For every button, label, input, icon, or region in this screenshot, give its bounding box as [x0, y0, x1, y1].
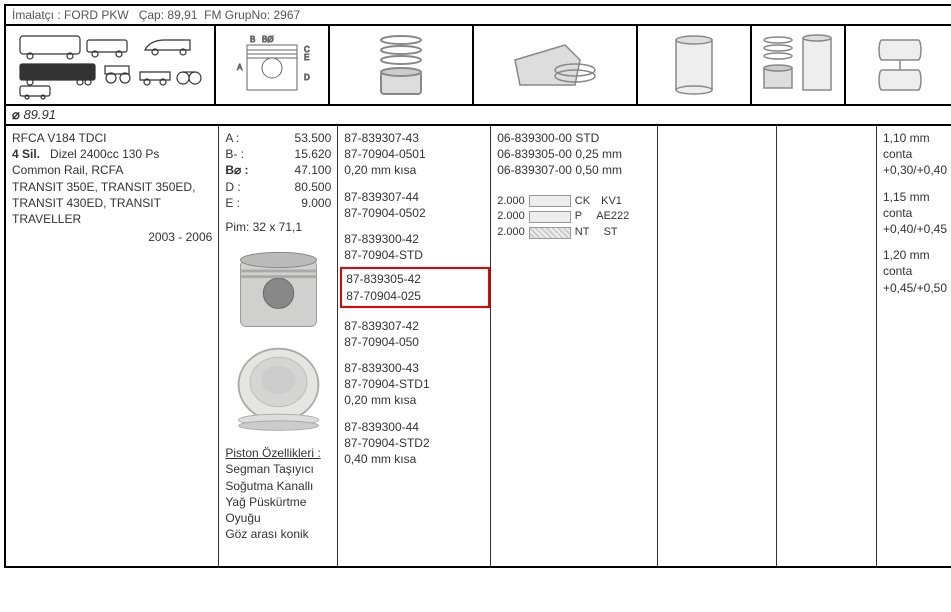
ring-spec-2: 2.000 P AE222 [497, 209, 651, 224]
pn-g5a: 87-839307-42 [344, 318, 484, 334]
pn-g1b: 87-70904-0501 [344, 146, 484, 162]
piston-dims-icon: A BØ B C E D [216, 26, 330, 104]
gasket-l3: 1,20 mm conta [883, 247, 947, 279]
engine-models: TRANSIT 350E, TRANSIT 350ED, TRANSIT 430… [12, 179, 212, 228]
engine-years: 2003 - 2006 [12, 229, 212, 245]
pn-g3b: 87-70904-STD [344, 247, 484, 263]
vehicles-icon [6, 26, 216, 104]
dim-D: D :80.500 [225, 179, 331, 195]
pn-g1c: 0,20 mm kısa [344, 162, 484, 178]
col-gasket: 1,10 mm conta +0,30/+0,40 1,15 mm conta … [877, 126, 951, 566]
col-dimensions: A :53.500 B- :15.620 B⌀ :47.100 D :80.50… [219, 126, 338, 566]
pn-g2b: 87-70904-0502 [344, 205, 484, 221]
ring-set-icon [474, 26, 638, 104]
pn-g6a: 87-839300-43 [344, 360, 484, 376]
ring-spec-1: 2.000 CK KV1 [497, 194, 651, 209]
col-kit [777, 126, 877, 566]
engine-line2: 4 Sil. Dizel 2400cc 130 Ps [12, 146, 212, 162]
grp-value: 2967 [273, 8, 300, 22]
mfr-value: FORD PKW [64, 8, 129, 22]
gasket-l2: 1,15 mm conta [883, 189, 947, 221]
features-title: Piston Özellikleri : [225, 445, 331, 461]
engine-code: RFCA V184 TDCI [12, 130, 212, 146]
svg-text:E: E [304, 53, 309, 62]
dia-label: Çap: [139, 8, 164, 22]
ring-spec-3: 2.000 NT ST [497, 225, 651, 240]
catalog-page: İmalatçı : FORD PKW Çap: 89,91 FM GrupNo… [4, 4, 951, 568]
dia-value: 89,91 [167, 8, 197, 22]
svg-text:BØ: BØ [262, 35, 274, 44]
piston-rings-icon [330, 26, 474, 104]
ring-r2: 06-839305-00 0,25 mm [497, 146, 651, 162]
pn-g5b: 87-70904-050 [344, 334, 484, 350]
grp-label: FM GrupNo: [204, 8, 270, 22]
svg-text:A: A [237, 63, 243, 72]
engine-fuel: Common Rail, RCFA [12, 162, 212, 178]
pn-g4a: 87-839305-42 [346, 271, 484, 287]
pn-g7b: 87-70904-STD2 [344, 435, 484, 451]
feat2: Soğutma Kanallı [225, 478, 331, 494]
gasket-l2b: +0,40/+0,45 [883, 221, 947, 237]
gasket-icon [846, 26, 951, 104]
pin-spec: Pim: 32 x 71,1 [225, 219, 331, 235]
col-partnumbers: 87-839307-43 87-70904-0501 0,20 mm kısa … [338, 126, 491, 566]
data-row: RFCA V184 TDCI 4 Sil. Dizel 2400cc 130 P… [6, 126, 951, 566]
pn-g1a: 87-839307-43 [344, 130, 484, 146]
icon-row: A BØ B C E D [6, 26, 951, 106]
pn-g6c: 0,20 mm kısa [344, 392, 484, 408]
ring-r1: 06-839300-00 STD [497, 130, 651, 146]
col-liner [658, 126, 777, 566]
svg-text:D: D [304, 73, 310, 82]
gasket-l3b: +0,45/+0,50 [883, 280, 947, 296]
pn-g3a: 87-839300-42 [344, 231, 484, 247]
diameter-bar: ⌀ 89.91 [6, 106, 951, 126]
dim-B: B- :15.620 [225, 146, 331, 162]
ring-r3: 06-839307-00 0,50 mm [497, 162, 651, 178]
feat3: Yağ Püskürtme Oyuğu [225, 494, 331, 526]
piston-liner-icon [752, 26, 846, 104]
col-rings: 06-839300-00 STD 06-839305-00 0,25 mm 06… [491, 126, 658, 566]
header-bar: İmalatçı : FORD PKW Çap: 89,91 FM GrupNo… [6, 6, 951, 26]
col-engine: RFCA V184 TDCI 4 Sil. Dizel 2400cc 130 P… [6, 126, 219, 566]
feat1: Segman Taşıyıcı [225, 461, 331, 477]
pn-g7c: 0,40 mm kısa [344, 451, 484, 467]
piston-photo-bottom [231, 342, 326, 437]
svg-text:B: B [250, 35, 255, 44]
diameter-value: 89.91 [23, 107, 56, 122]
cyl-count: 4 Sil. [12, 147, 40, 161]
dim-E: E :9.000 [225, 195, 331, 211]
pn-g6b: 87-70904-STD1 [344, 376, 484, 392]
dim-Bo: B⌀ :47.100 [225, 162, 331, 178]
highlighted-part: 87-839305-42 87-70904-025 [340, 267, 490, 307]
liner-icon [638, 26, 752, 104]
gasket-l1b: +0,30/+0,40 [883, 162, 947, 178]
piston-photo-top [231, 241, 326, 336]
dim-A: A :53.500 [225, 130, 331, 146]
feat4: Göz arası konik [225, 526, 331, 542]
gasket-l1: 1,10 mm conta [883, 130, 947, 162]
pn-g2a: 87-839307-44 [344, 189, 484, 205]
pn-g7a: 87-839300-44 [344, 419, 484, 435]
mfr-label: İmalatçı : [12, 8, 61, 22]
engine-spec: Dizel 2400cc 130 Ps [50, 147, 159, 161]
pn-g4b: 87-70904-025 [346, 288, 484, 304]
